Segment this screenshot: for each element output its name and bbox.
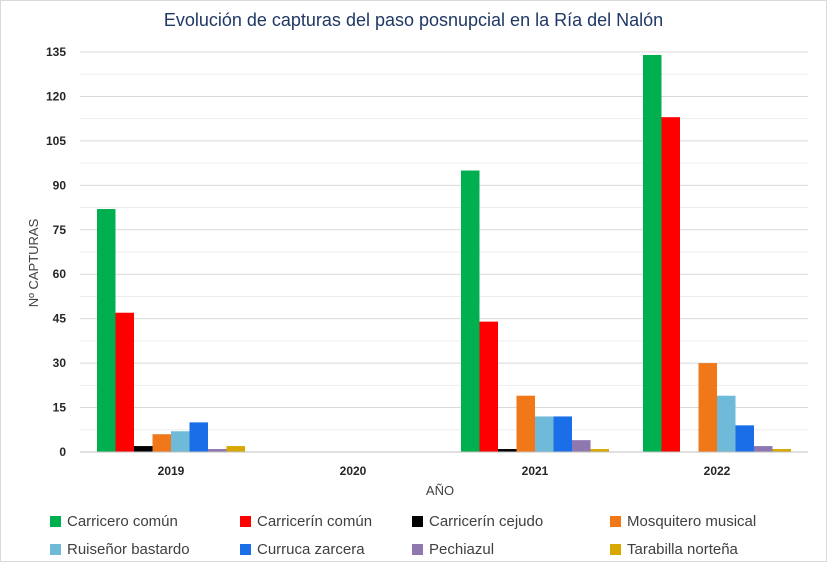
legend-swatch — [50, 515, 61, 527]
x-tick-label: 2020 — [340, 464, 367, 478]
bar — [189, 422, 208, 452]
y-tick-label: 105 — [46, 134, 66, 148]
bar — [535, 416, 554, 452]
bar — [717, 395, 736, 452]
bar — [171, 431, 190, 452]
bar — [461, 170, 480, 452]
bar — [479, 321, 498, 452]
bar — [134, 446, 153, 452]
y-tick-label: 0 — [59, 445, 66, 459]
bar — [590, 449, 609, 452]
bar — [661, 117, 680, 453]
legend-item: Pechiazul — [412, 540, 494, 558]
x-tick-label: 2022 — [704, 464, 731, 478]
y-tick-label: 120 — [46, 89, 66, 103]
legend-swatch — [240, 543, 251, 555]
legend-label: Carricerín cejudo — [429, 512, 544, 530]
bar — [572, 440, 591, 452]
legend-label: Carricerín común — [257, 512, 373, 530]
legend-label: Ruiseñor bastardo — [67, 540, 190, 558]
bar — [754, 446, 773, 452]
x-tick-label: 2019 — [158, 464, 185, 478]
y-tick-labels: 0 15 30 45 60 75 90 105 120 135 — [46, 45, 66, 459]
y-tick-label: 45 — [53, 312, 67, 326]
legend-item: Mosquitero musical — [610, 512, 756, 530]
bars — [97, 54, 791, 453]
x-tick-labels: 2019 2020 2021 2022 — [158, 464, 731, 478]
legend: Carricero común Carricerín común Carricerí… — [50, 512, 820, 560]
y-tick-label: 60 — [53, 267, 67, 281]
bar — [735, 425, 754, 452]
legend-item: Tarabilla norteña — [610, 540, 738, 558]
y-axis-title: Nº CAPTURAS — [26, 218, 41, 307]
legend-swatch — [240, 515, 251, 527]
legend-item: Curruca zarcera — [240, 540, 365, 558]
legend-item: Ruiseñor bastardo — [50, 540, 190, 558]
gridlines — [80, 51, 808, 431]
x-tick-label: 2021 — [522, 464, 549, 478]
y-tick-label: 75 — [53, 223, 67, 237]
legend-label: Mosquitero musical — [627, 512, 757, 530]
bar — [698, 363, 717, 452]
x-axis-title: AÑO — [426, 483, 454, 498]
legend-label: Curruca zarcera — [257, 540, 365, 558]
legend-swatch — [50, 543, 61, 555]
bar — [226, 446, 245, 452]
legend-item: Carricerín común — [240, 512, 372, 530]
bar — [772, 449, 791, 452]
legend-label: Carricero común — [67, 512, 178, 530]
bar — [208, 449, 227, 452]
legend-swatch — [412, 543, 423, 555]
y-tick-label: 135 — [46, 45, 66, 59]
legend-label: Tarabilla norteña — [627, 540, 738, 558]
legend-swatch — [412, 515, 423, 527]
y-tick-label: 90 — [53, 178, 67, 192]
bar — [152, 434, 171, 452]
bar — [115, 312, 134, 452]
legend-swatch — [610, 543, 621, 555]
legend-item: Carricero común — [50, 512, 178, 530]
y-tick-label: 15 — [53, 401, 67, 415]
legend-item: Carricerín cejudo — [412, 512, 543, 530]
bar — [97, 209, 116, 452]
bar — [643, 54, 662, 453]
bar — [498, 449, 517, 452]
bar — [553, 416, 572, 452]
legend-swatch — [610, 515, 621, 527]
y-tick-label: 30 — [53, 356, 67, 370]
bar — [516, 395, 535, 452]
legend-label: Pechiazul — [429, 540, 495, 558]
chart-title: Evolución de capturas del paso posnupcia… — [163, 10, 664, 30]
